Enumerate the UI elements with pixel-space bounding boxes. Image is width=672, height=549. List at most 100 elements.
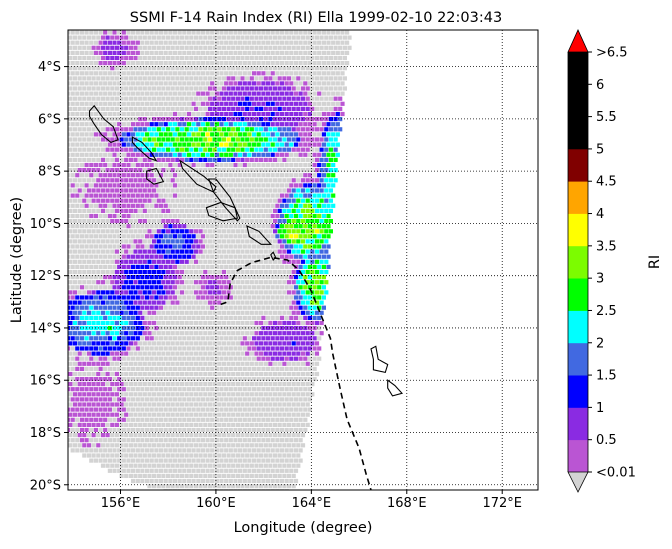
swath-pixel: [110, 341, 115, 346]
swath-pixel: [68, 137, 73, 142]
swath-pixel: [117, 305, 122, 310]
swath-pixel: [205, 193, 210, 198]
swath-pixel: [293, 417, 299, 422]
swath-pixel: [328, 86, 333, 91]
swath-pixel: [303, 91, 308, 96]
swath-pixel: [182, 30, 187, 35]
swath-pixel: [68, 295, 71, 300]
swath-pixel: [200, 407, 205, 412]
swath-pixel: [277, 361, 282, 366]
swath-pixel: [226, 392, 231, 397]
swath-pixel: [238, 132, 243, 137]
swath-pixel: [119, 157, 124, 162]
swath-pixel: [265, 254, 271, 259]
swath-pixel: [254, 443, 259, 448]
swath-pixel: [114, 86, 119, 91]
swath-pixel: [247, 387, 252, 392]
swath-pixel: [179, 45, 185, 50]
swath-pixel: [249, 66, 254, 71]
swath-pixel: [282, 66, 287, 71]
swath-pixel: [152, 208, 157, 213]
swath-pixel: [170, 106, 175, 111]
swath-pixel: [172, 397, 178, 402]
swath-pixel: [170, 463, 175, 468]
swath-pixel: [298, 91, 303, 96]
swath-pixel: [168, 427, 173, 433]
swath-pixel: [314, 351, 320, 356]
swath-pixel: [277, 178, 282, 183]
swath-pixel: [317, 50, 322, 55]
swath-pixel: [138, 259, 143, 264]
swath-pixel: [133, 55, 138, 61]
swath-pixel: [177, 40, 182, 45]
swath-pixel: [177, 152, 182, 157]
swath-pixel: [112, 264, 117, 269]
swath-pixel: [196, 91, 201, 96]
swath-pixel: [210, 132, 215, 137]
swath-pixel: [72, 76, 78, 81]
swath-pixel: [135, 366, 140, 371]
swath-pixel: [75, 254, 80, 259]
swath-pixel: [312, 40, 317, 45]
swath-pixel: [96, 361, 101, 366]
swath-pixel: [277, 280, 282, 285]
swath-pixel: [226, 351, 231, 356]
swath-pixel: [84, 366, 89, 371]
swath-pixel: [121, 387, 126, 392]
swath-pixel: [282, 178, 287, 183]
swath-pixel: [240, 157, 245, 162]
swath-pixel: [68, 193, 71, 198]
swath-pixel: [284, 478, 289, 484]
swath-pixel: [100, 280, 106, 285]
swath-pixel: [205, 234, 210, 239]
swath-pixel: [196, 407, 201, 412]
swath-pixel: [254, 229, 259, 234]
swath-pixel: [107, 366, 112, 371]
swath-pixel: [210, 397, 215, 402]
swath-pixel: [224, 264, 229, 269]
swath-pixel: [156, 351, 161, 356]
swath-pixel: [110, 402, 115, 407]
swath-pixel: [196, 122, 201, 127]
swath-pixel: [217, 35, 222, 40]
swath-pixel: [133, 392, 138, 397]
swath-pixel: [196, 448, 201, 453]
swath-pixel: [158, 183, 164, 188]
swath-pixel: [91, 392, 96, 397]
swath-pixel: [191, 264, 196, 269]
swath-pixel: [319, 96, 324, 101]
swath-pixel: [307, 315, 312, 320]
swath-pixel: [93, 397, 98, 402]
swath-pixel: [279, 305, 285, 310]
swath-pixel: [182, 111, 187, 117]
swath-pixel: [168, 305, 173, 310]
swath-pixel: [131, 326, 136, 331]
swath-pixel: [261, 346, 266, 351]
swath-pixel: [279, 295, 285, 300]
swath-pixel: [175, 249, 180, 254]
swath-pixel: [191, 203, 196, 208]
swath-pixel: [131, 366, 136, 371]
swath-pixel: [138, 290, 143, 295]
swath-pixel: [326, 40, 331, 45]
swath-pixel: [196, 336, 201, 341]
swath-pixel: [156, 249, 161, 254]
swath-pixel: [210, 162, 215, 168]
swath-pixel: [186, 254, 192, 259]
swath-pixel: [317, 132, 322, 137]
swath-pixel: [291, 331, 296, 336]
swath-pixel: [221, 168, 226, 173]
swath-pixel: [84, 407, 89, 412]
swath-pixel: [70, 285, 75, 290]
swath-pixel: [214, 91, 219, 96]
swath-pixel: [89, 162, 94, 168]
swath-pixel: [207, 402, 213, 407]
swath-pixel: [89, 458, 94, 463]
swath-pixel: [221, 96, 226, 101]
swath-pixel: [166, 157, 171, 162]
swath-pixel: [242, 275, 247, 280]
swath-pixel: [291, 422, 296, 427]
swath-pixel: [198, 45, 203, 50]
swath-pixel: [191, 132, 196, 137]
swath-pixel: [70, 61, 75, 66]
